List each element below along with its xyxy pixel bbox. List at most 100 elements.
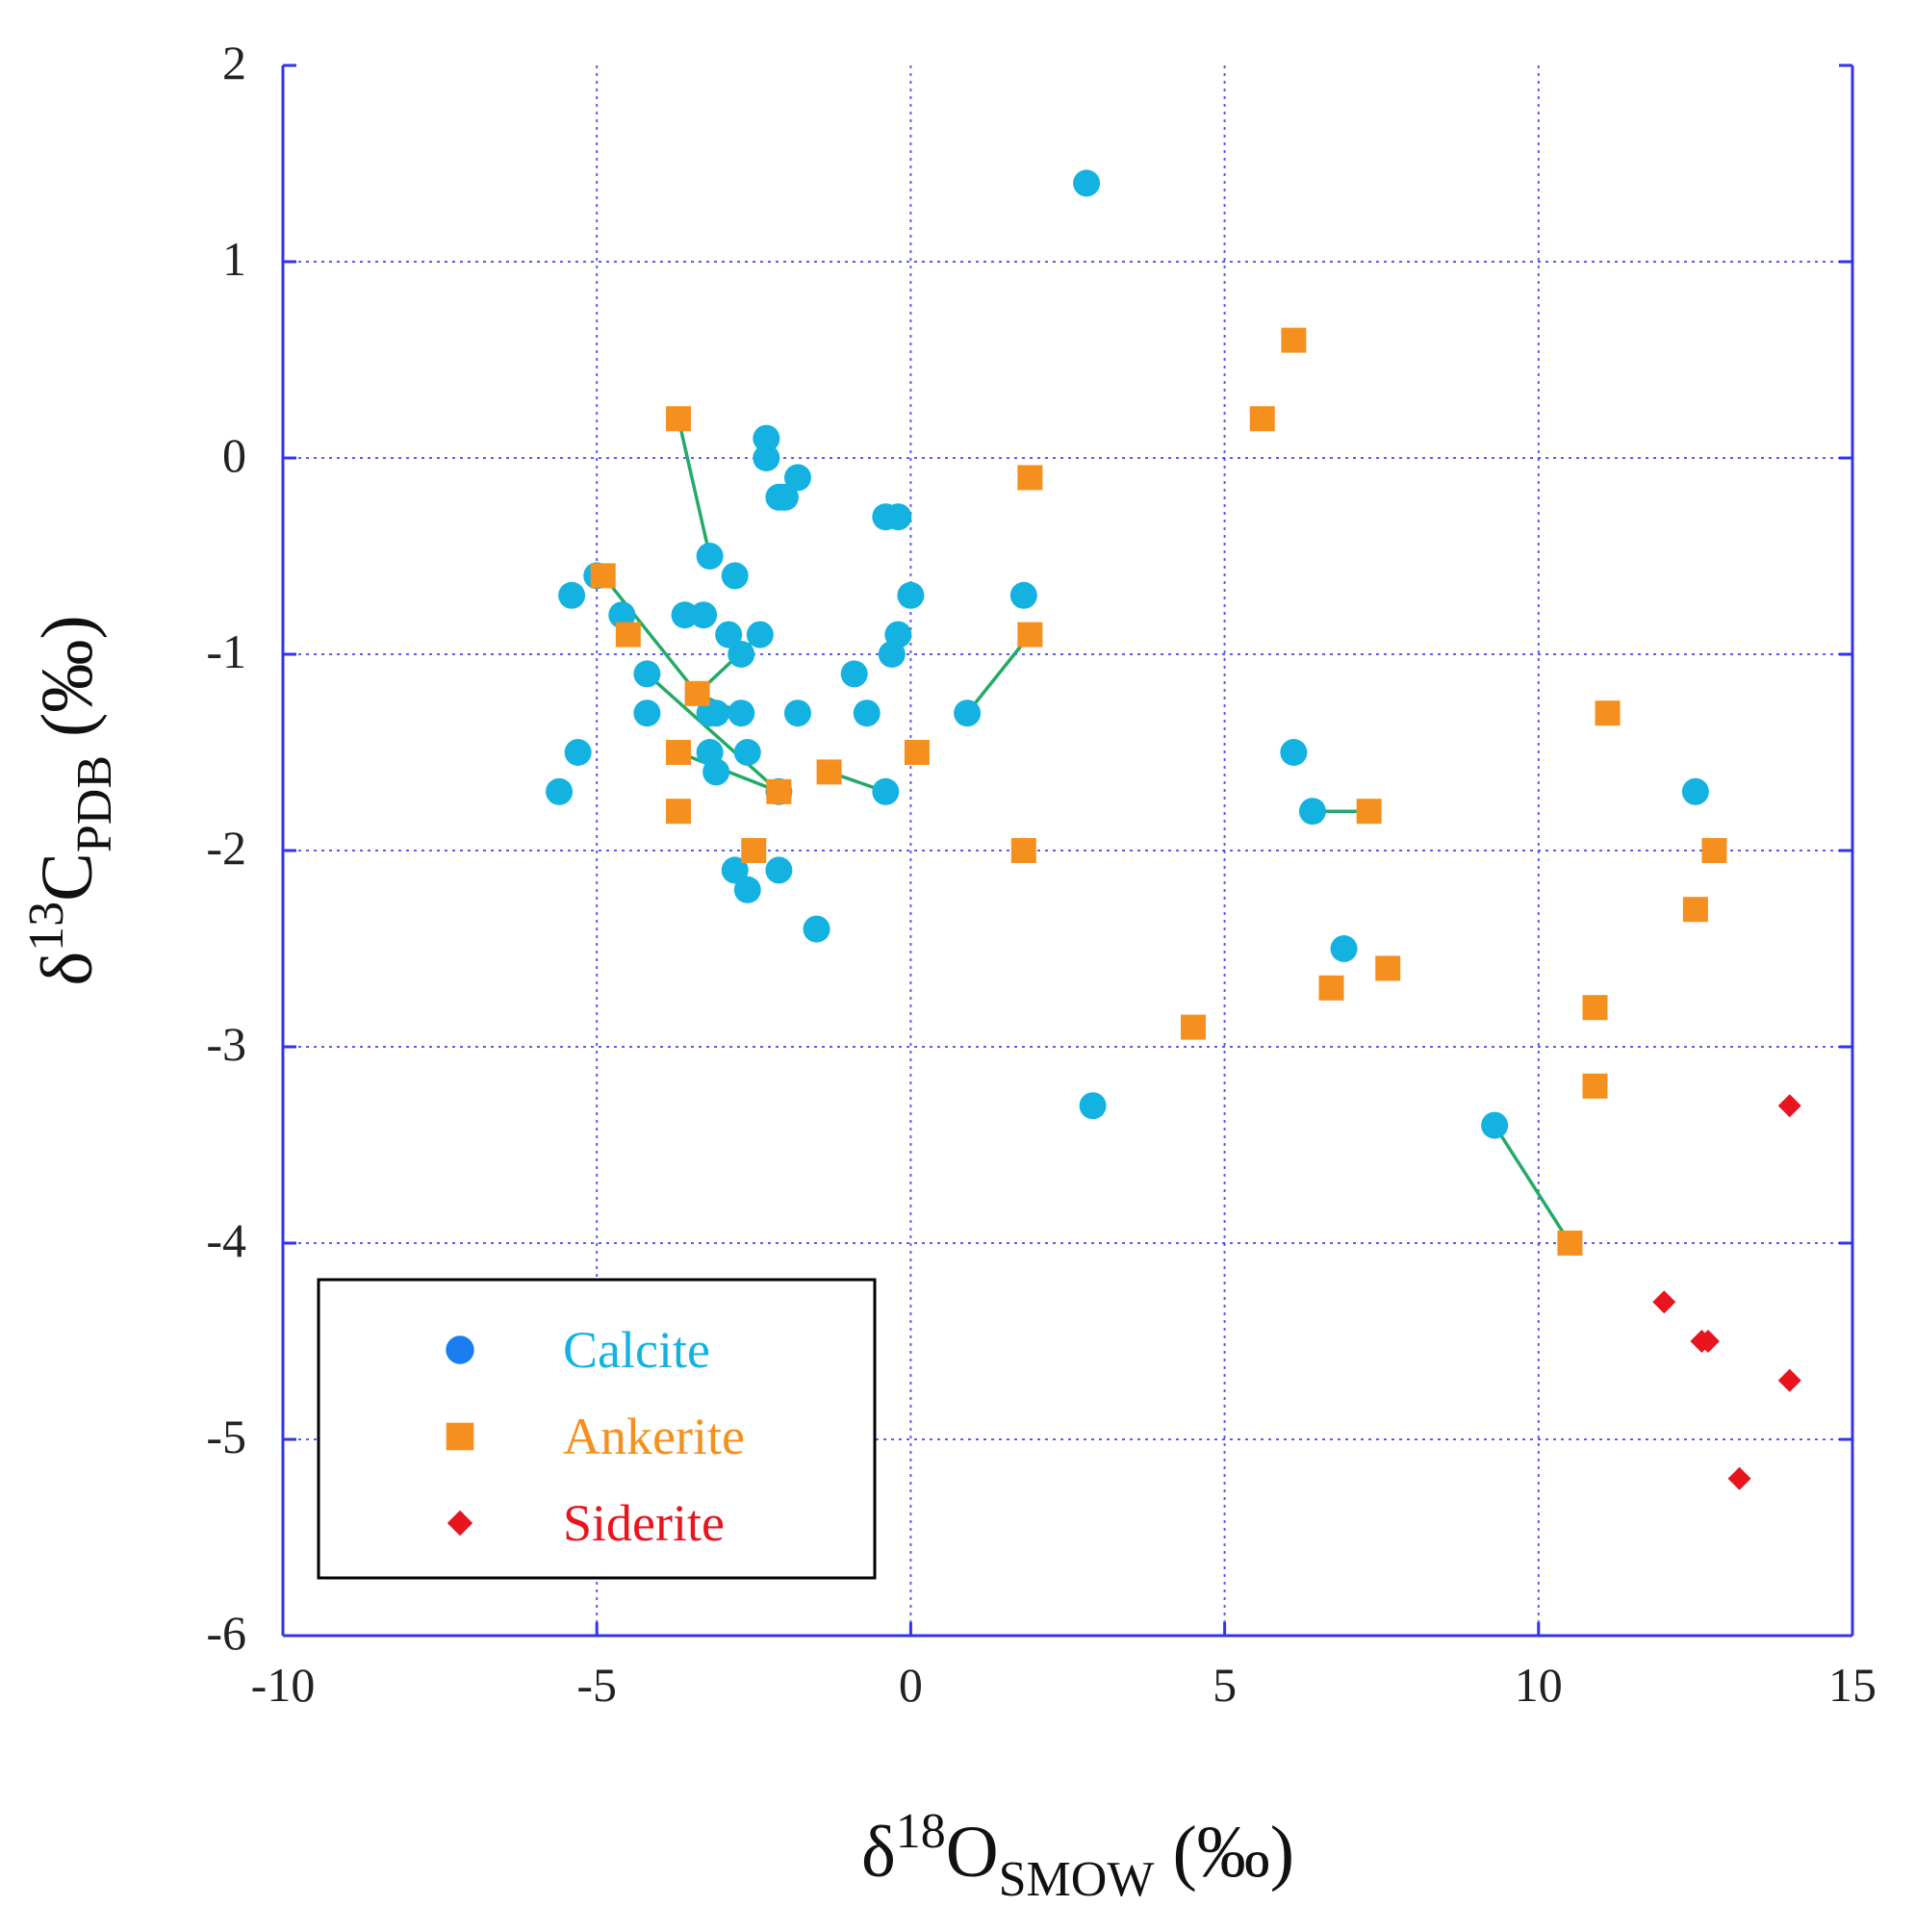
calcite-point (1009, 581, 1037, 609)
calcite-point (696, 543, 724, 570)
calcite-point (671, 601, 699, 629)
x-tick-label: -5 (576, 1658, 617, 1712)
calcite-point (1073, 169, 1101, 197)
siderite-point (1652, 1290, 1676, 1314)
y-axis-title: δ13CPDB (‰) (19, 615, 122, 985)
legend-box (317, 1278, 877, 1580)
connector-line (677, 418, 712, 557)
ankerite-point (1180, 1014, 1206, 1040)
calcite-point (633, 699, 661, 727)
x-tick-label: 10 (1515, 1658, 1563, 1712)
calcite-point (558, 581, 586, 609)
ankerite-point (1318, 975, 1344, 1001)
calcite-point (783, 464, 811, 492)
ankerite-point (1017, 622, 1043, 648)
calcite-point (765, 856, 793, 884)
legend-calcite-marker (446, 1335, 474, 1364)
y-tick-label: -1 (206, 624, 246, 678)
calcite-point (564, 739, 592, 766)
calcite-point (1481, 1111, 1509, 1139)
calcite-point (954, 699, 982, 727)
ankerite-point (684, 680, 710, 706)
calcite-point (1330, 935, 1358, 962)
calcite-point (803, 915, 830, 943)
siderite-point (1727, 1466, 1751, 1490)
data-markers (546, 169, 1801, 1490)
calcite-point (771, 483, 799, 511)
calcite-point (853, 699, 881, 727)
connector-line (646, 673, 780, 794)
ankerite-point (1010, 838, 1036, 863)
connector-line (965, 633, 1032, 715)
ankerite-point (741, 838, 767, 863)
ankerite-point (1701, 838, 1727, 863)
calcite-point (733, 739, 761, 766)
y-tick-label: 2 (222, 36, 246, 89)
calcite-point (897, 581, 925, 609)
calcite-point (1079, 1092, 1107, 1120)
ankerite-point (1375, 955, 1401, 981)
x-tick-label: -10 (251, 1658, 316, 1712)
calcite-point (753, 424, 780, 452)
ankerite-point (590, 563, 616, 589)
ankerite-point (1557, 1231, 1583, 1256)
x-tick-label: 0 (899, 1658, 923, 1712)
calcite-point (840, 660, 868, 688)
calcite-point (721, 562, 749, 590)
ankerite-point (816, 759, 842, 785)
calcite-point (884, 621, 912, 648)
legend: Calcite Ankerite Siderite (317, 1278, 877, 1580)
y-tick-label: -2 (206, 821, 246, 875)
calcite-point (702, 699, 730, 727)
legend-siderite-label: Siderite (563, 1494, 725, 1552)
calcite-point (690, 601, 718, 629)
calcite-point (746, 621, 774, 648)
ankerite-point (666, 740, 692, 765)
calcite-point (1681, 777, 1709, 805)
y-tick-label: -5 (206, 1410, 246, 1463)
calcite-point (733, 876, 761, 903)
calcite-point (872, 777, 900, 805)
connector-line (601, 574, 699, 695)
calcite-point (728, 699, 755, 727)
calcite-point (702, 758, 730, 786)
calcite-point (633, 660, 661, 688)
calcite-point (783, 699, 811, 727)
calcite-point (1280, 739, 1308, 766)
calcite-point (715, 621, 743, 648)
legend-ankerite-label: Ankerite (563, 1408, 745, 1465)
ankerite-point (766, 778, 792, 804)
y-tick-label: -3 (206, 1017, 246, 1071)
connector-lines (601, 418, 1571, 1244)
calcite-point (753, 445, 780, 471)
ankerite-point (666, 799, 692, 825)
siderite-point (1696, 1330, 1720, 1353)
calcite-point (1298, 798, 1326, 826)
y-tick-label: 1 (222, 232, 246, 286)
x-tick-label: 5 (1213, 1658, 1237, 1712)
ankerite-point (1682, 897, 1708, 923)
ankerite-point (904, 740, 930, 765)
ankerite-point (1281, 327, 1307, 353)
calcite-point (608, 601, 636, 629)
ankerite-point (1582, 995, 1608, 1021)
ankerite-point (615, 622, 641, 648)
ankerite-point (1017, 465, 1043, 491)
calcite-point (721, 856, 749, 884)
ankerite-point (666, 406, 692, 432)
calcite-point (546, 777, 574, 805)
connector-line (1493, 1124, 1571, 1244)
x-axis-title: δ18OSMOW (‰) (861, 1804, 1294, 1907)
ankerite-point (1356, 799, 1382, 825)
y-tick-label: 0 (222, 428, 246, 482)
y-tick-label: -4 (206, 1213, 246, 1267)
calcite-point (728, 641, 755, 668)
x-tick-label: 15 (1828, 1658, 1877, 1712)
siderite-point (1777, 1094, 1801, 1118)
legend-calcite-label: Calcite (563, 1321, 710, 1379)
y-tick-label: -6 (206, 1606, 246, 1660)
siderite-point (1777, 1368, 1801, 1392)
calcite-point (884, 503, 912, 531)
